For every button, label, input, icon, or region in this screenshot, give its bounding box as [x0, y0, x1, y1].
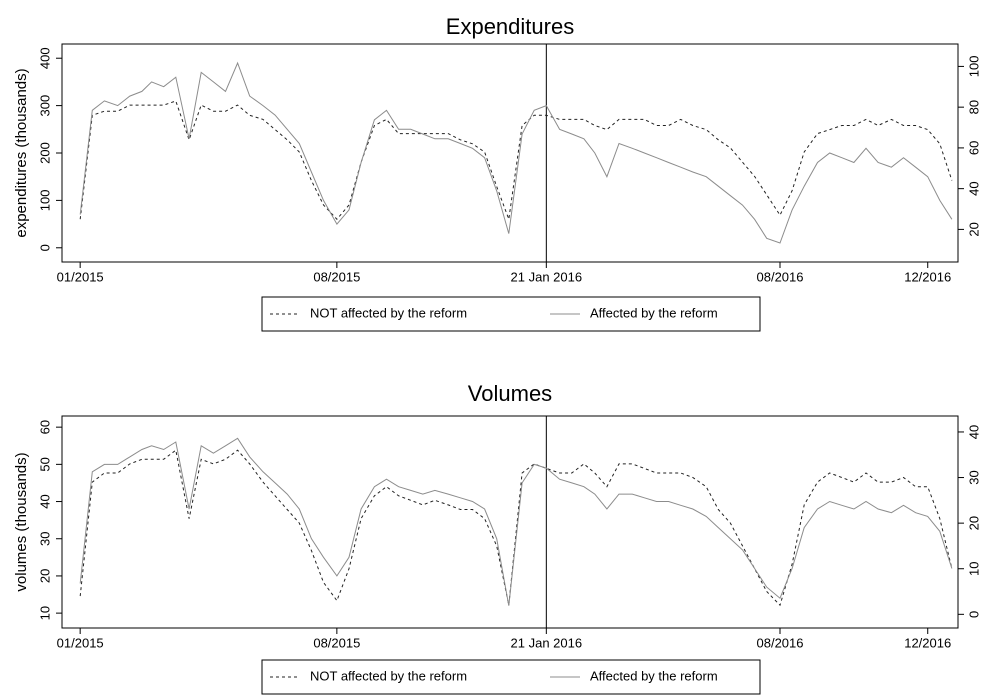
y-tick-label: 60: [37, 420, 52, 434]
y2-tick-label: 20: [966, 516, 981, 530]
x-tick-label: 08/2015: [313, 635, 360, 650]
chart-title: Volumes: [468, 381, 552, 406]
y-axis-label: expenditures (thousands): [13, 68, 30, 237]
y2-tick-label: 60: [966, 141, 981, 155]
y-tick-label: 40: [37, 494, 52, 508]
y-tick-label: 20: [37, 569, 52, 583]
series-line: [79, 437, 953, 606]
y-axis-label: volumes (thousands): [13, 452, 30, 591]
y-tick-label: 10: [37, 606, 52, 620]
y2-tick-label: 40: [966, 181, 981, 195]
x-tick-label: 08/2015: [313, 269, 360, 284]
y-tick-label: 300: [37, 95, 52, 117]
legend-label: NOT affected by the reform: [310, 305, 467, 320]
y2-tick-label: 10: [966, 561, 981, 575]
x-tick-label: 01/2015: [57, 269, 104, 284]
y-tick-label: 30: [37, 532, 52, 546]
series-line: [79, 449, 953, 607]
x-tick-label: 08/2016: [757, 269, 804, 284]
x-tick-label: 12/2016: [904, 269, 951, 284]
y-tick-label: 100: [37, 190, 52, 212]
x-tick-label: 21 Jan 2016: [511, 269, 583, 284]
y2-tick-label: 30: [966, 470, 981, 484]
x-tick-label: 12/2016: [904, 635, 951, 650]
x-tick-label: 08/2016: [757, 635, 804, 650]
legend-box: [261, 296, 761, 332]
chart-title: Expenditures: [446, 14, 574, 39]
plot-frame: [61, 415, 959, 629]
y2-tick-label: 40: [966, 425, 981, 439]
legend-box: [261, 659, 761, 695]
y-tick-label: 0: [37, 244, 52, 251]
y2-tick-label: 100: [966, 56, 981, 78]
y2-tick-label: 20: [966, 222, 981, 236]
plot-frame: [61, 43, 959, 263]
y2-tick-label: 0: [966, 611, 981, 618]
y-tick-label: 400: [37, 47, 52, 69]
legend-label: Affected by the reform: [590, 305, 718, 320]
x-tick-label: 01/2015: [57, 635, 104, 650]
x-tick-label: 21 Jan 2016: [511, 635, 583, 650]
legend-label: NOT affected by the reform: [310, 668, 467, 683]
y2-tick-label: 80: [966, 100, 981, 114]
y-tick-label: 200: [37, 142, 52, 164]
y-tick-label: 50: [37, 457, 52, 471]
series-line: [79, 61, 953, 244]
legend-label: Affected by the reform: [590, 668, 718, 683]
